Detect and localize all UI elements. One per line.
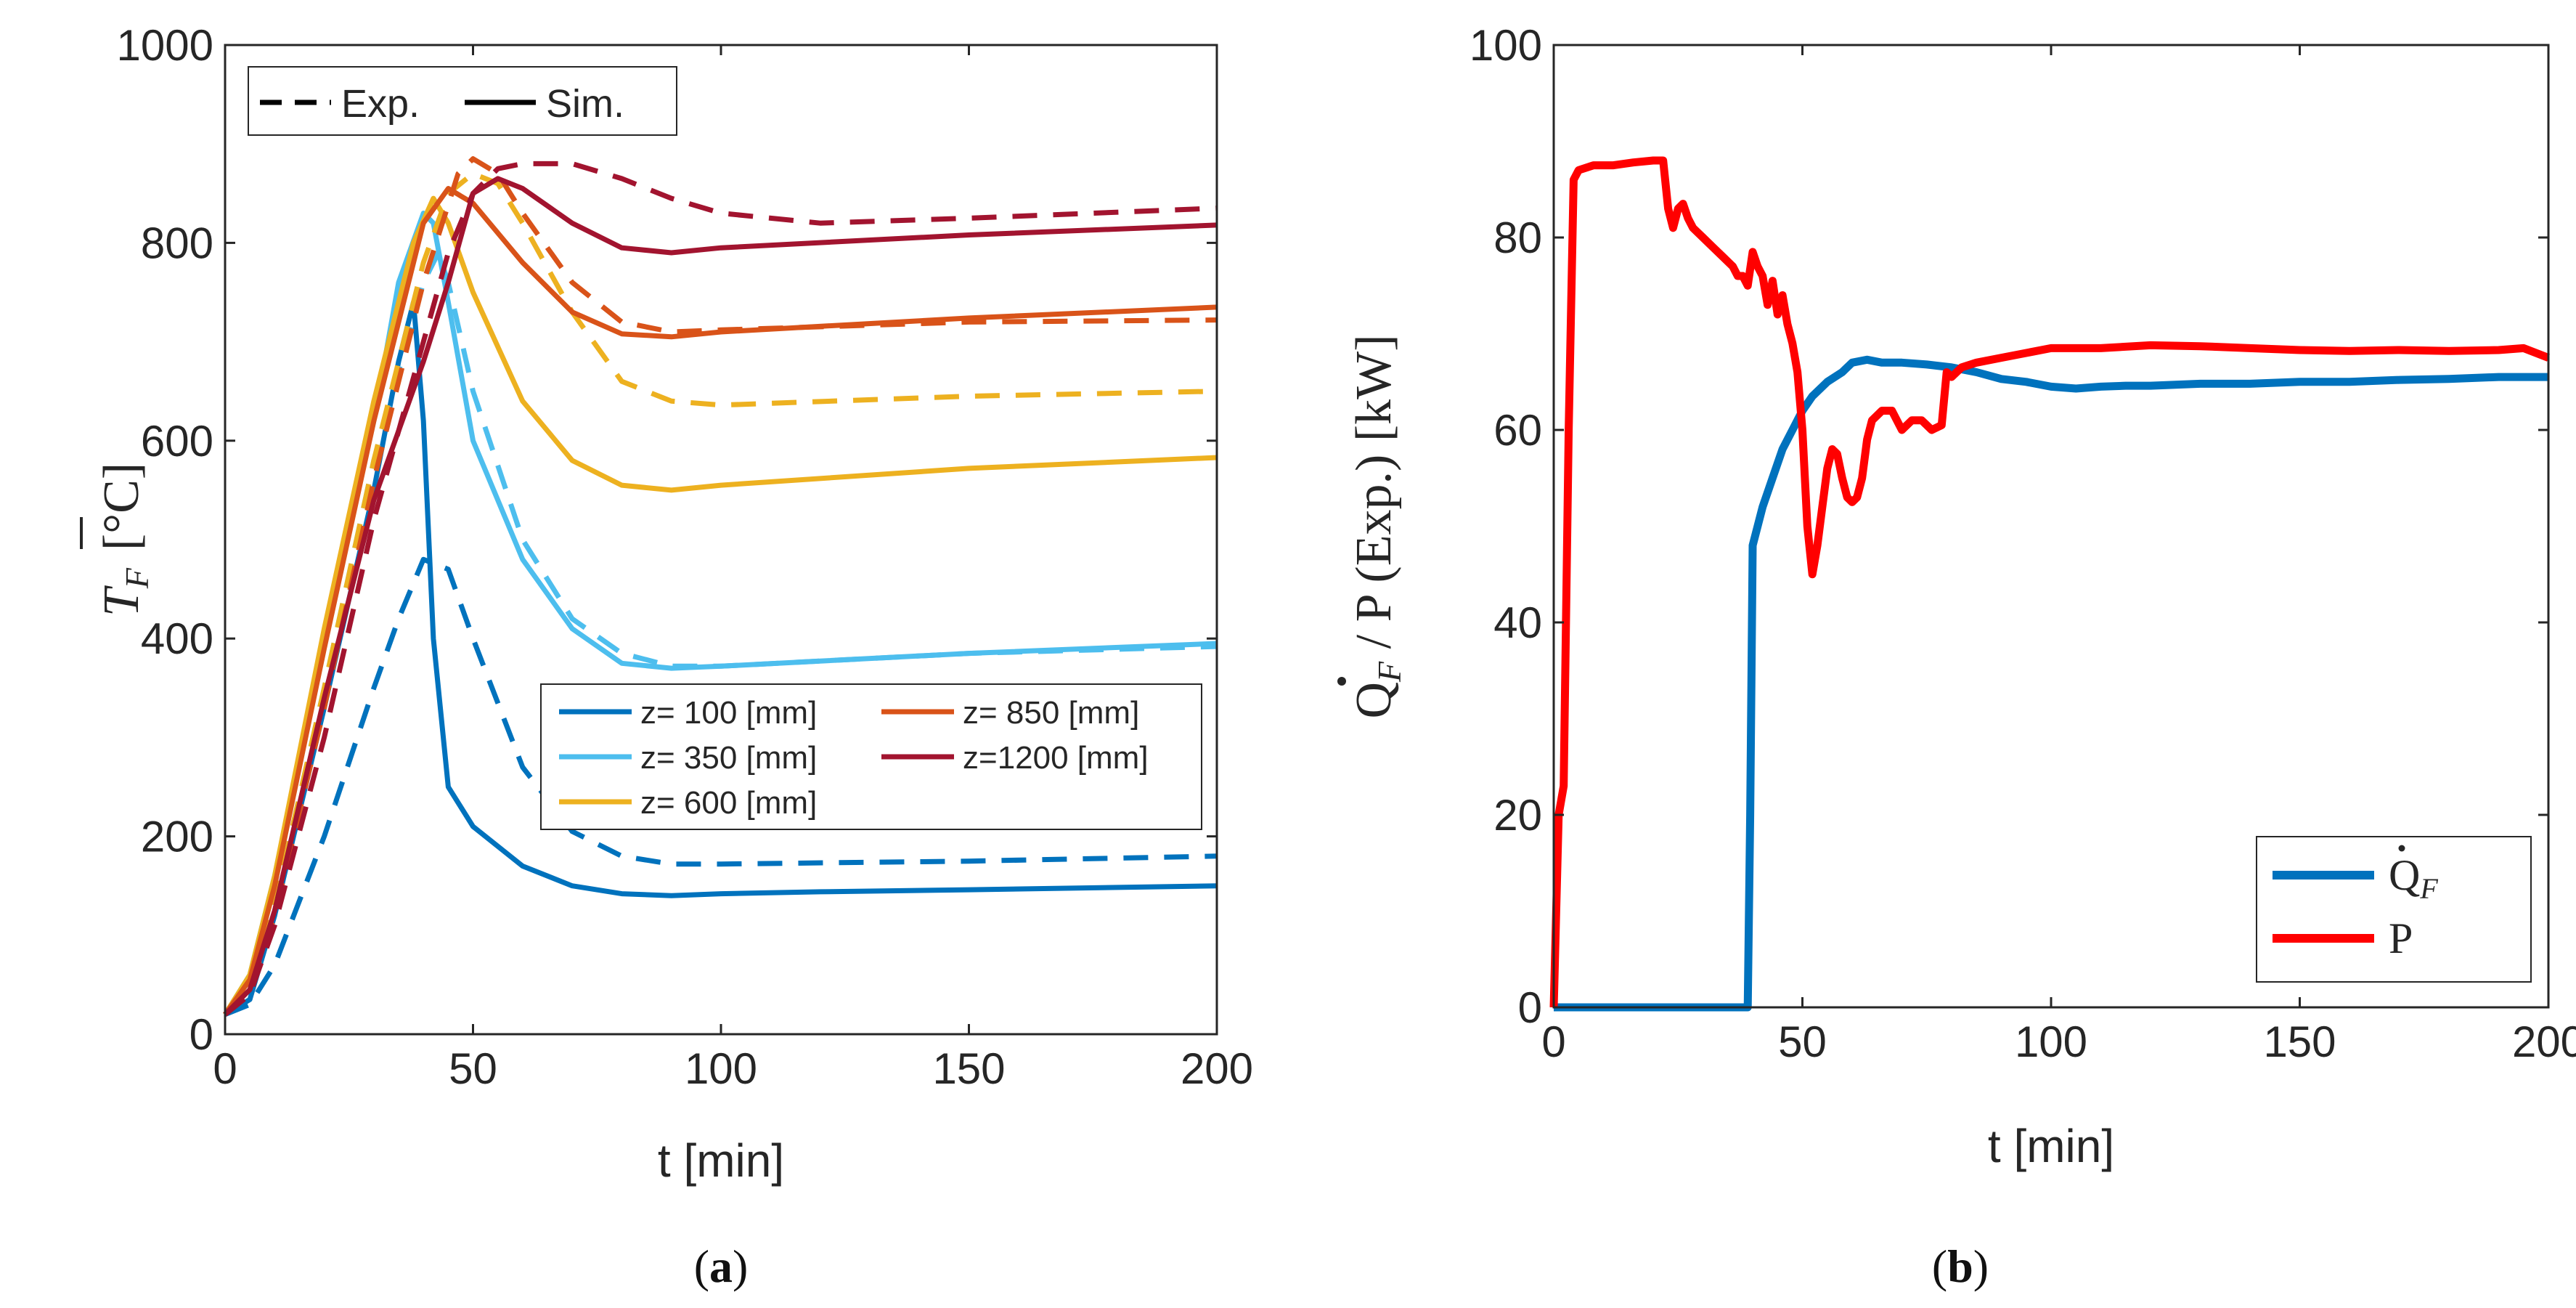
style-legend-exp: Exp. [341, 82, 420, 126]
chart-b-plot-area [1549, 156, 2550, 1012]
chart-a-ytick-label: 600 [141, 417, 213, 466]
chart-b-ytick-label: 40 [1493, 598, 1542, 647]
chart-a-ylabel: TF[°C] [94, 463, 155, 617]
chart-a-xtick-label: 0 [213, 1044, 237, 1093]
chart-b-caption: (b) [1932, 1240, 1989, 1292]
chart-b-ylabel-dot [1337, 677, 1346, 686]
chart-a-ytick-label: 0 [189, 1010, 213, 1059]
chart-b-ytick-label: 100 [1470, 21, 1542, 70]
chart-b-xtick-label: 100 [2015, 1017, 2087, 1066]
chart-b-ytick-label: 0 [1518, 983, 1542, 1032]
series-z850-sim-line [223, 186, 1218, 1016]
chart-b-xtick-label: 50 [1778, 1017, 1827, 1066]
chart-b: 0 50 100 150 200 0 20 40 60 80 100 QF / P (Exp.) [… [1337, 21, 2576, 1292]
chart-b-xtick-label: 150 [2263, 1017, 2336, 1066]
style-legend-box [248, 66, 677, 136]
chart-b-ylabel: QF / P (Exp.) [kW] [1346, 334, 1408, 718]
chart-a-xtick-label: 150 [932, 1044, 1005, 1093]
chart-b-xlabel: t [min] [1988, 1120, 2114, 1172]
chart-a-xtick-label: 200 [1181, 1044, 1253, 1093]
chart-a-ytick-label: 400 [141, 614, 213, 663]
legend-label-z600: z= 600 [mm] [640, 785, 817, 821]
legend-label-z1200: z=1200 [mm] [963, 740, 1149, 776]
chart-a: 0 50 100 150 200 0 200 400 600 800 1000 TF[°C] t [… [80, 21, 1254, 1292]
legend-label-z100: z= 100 [mm] [640, 695, 817, 731]
chart-a-xlabel: t [min] [658, 1134, 784, 1187]
chart-a-ytick-label: 200 [141, 813, 213, 861]
legend-qf-dot [2398, 845, 2405, 852]
chart-a-xtick-label: 50 [449, 1044, 497, 1093]
chart-a-style-legend: Exp. Sim. [248, 66, 677, 136]
series-z600-exp-line [223, 171, 1218, 1017]
series-z1200-exp-line [223, 161, 1218, 1017]
chart-a-series-legend: z= 100 [mm] z= 350 [mm] z= 600 [mm] z= 8… [540, 683, 1202, 830]
chart-b-ticks: 0 50 100 150 200 0 20 40 60 80 100 [1470, 21, 2576, 1066]
series-p-line [1549, 156, 2550, 1008]
chart-a-ticks: 0 50 100 150 200 0 200 400 600 800 1000 [117, 21, 1254, 1093]
chart-b-xtick-label: 200 [2512, 1017, 2576, 1066]
chart-a-xtick-label: 100 [685, 1044, 757, 1093]
chart-a-plot-area [223, 156, 1218, 1017]
series-z1200-sim-line [223, 176, 1218, 1017]
chart-b-ytick-label: 20 [1493, 791, 1542, 840]
chart-b-legend-box [2256, 836, 2532, 983]
chart-b-xtick-label: 0 [1541, 1017, 1565, 1066]
chart-b-legend: QF P [2256, 836, 2532, 983]
legend-label-z850: z= 850 [mm] [963, 695, 1139, 731]
style-legend-sim: Sim. [546, 82, 624, 126]
series-legend-box [540, 683, 1202, 830]
chart-b-ytick-label: 60 [1493, 406, 1542, 455]
chart-b-ytick-label: 80 [1493, 214, 1542, 262]
series-z600-sim-line [223, 195, 1218, 1016]
legend-label-qf: QF [2389, 851, 2438, 905]
legend-label-z350: z= 350 [mm] [640, 740, 817, 776]
chart-a-caption: (a) [694, 1240, 749, 1292]
chart-a-ytick-label: 1000 [117, 21, 213, 70]
legend-label-p: P [2389, 914, 2413, 962]
series-z100-exp-line [224, 556, 1218, 1017]
series-qf-line [1554, 355, 2548, 1012]
chart-a-ytick-label: 800 [141, 219, 213, 267]
